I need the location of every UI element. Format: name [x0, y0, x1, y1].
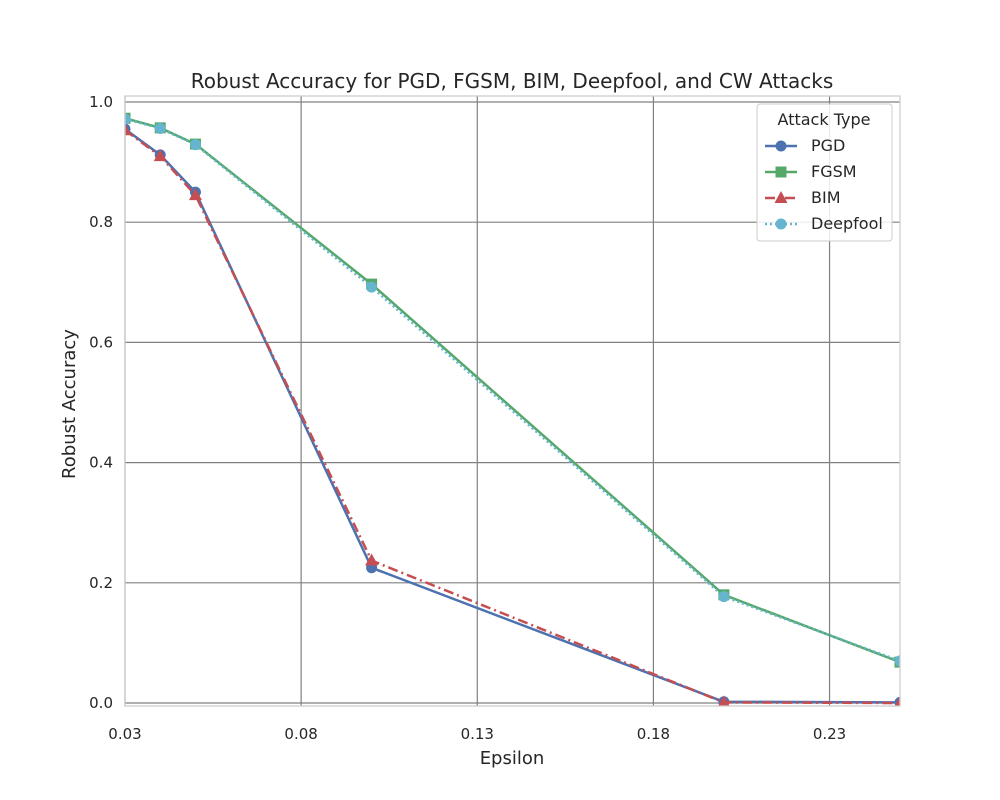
y-tick-label: 0.0	[89, 694, 113, 712]
data-point-bim	[894, 695, 900, 706]
x-tick-label: 0.08	[284, 725, 317, 743]
legend-label-bim: BIM	[811, 188, 841, 207]
series-line-deepfool	[125, 117, 900, 663]
legend-title: Attack Type	[778, 110, 871, 129]
x-tick-label: 0.13	[461, 725, 494, 743]
x-tick-label: 0.18	[637, 725, 670, 743]
legend-marker-deepfool	[775, 218, 787, 230]
series-layer	[125, 112, 900, 706]
data-point-deepfool	[125, 113, 131, 125]
series-deepfool	[125, 113, 900, 667]
legend-label-deepfool: Deepfool	[811, 214, 883, 233]
legend-entry-fgsm: FGSM	[765, 162, 857, 181]
data-point-deepfool	[366, 281, 378, 293]
legend-marker-fgsm	[775, 166, 787, 178]
data-point-bim	[153, 149, 167, 162]
data-point-bim	[125, 123, 132, 136]
legend-box	[756, 103, 893, 242]
chart-title: Robust Accuracy for PGD, FGSM, BIM, Deep…	[191, 69, 834, 93]
legend-label-pgd: PGD	[811, 136, 845, 155]
x-tick-label: 0.23	[813, 725, 846, 743]
legend-entry-bim: BIM	[765, 188, 841, 207]
legend: Attack Type PGD FGSM BIM Deepfool	[756, 103, 893, 242]
y-tick-label: 1.0	[89, 93, 113, 111]
data-point-deepfool	[189, 139, 201, 151]
y-tick-label: 0.4	[89, 454, 113, 472]
y-axis-label: Robust Accuracy	[59, 329, 80, 479]
data-point-bim	[188, 188, 202, 201]
y-tick-label: 0.6	[89, 333, 113, 351]
x-axis-label: Epsilon	[480, 748, 545, 769]
series-bim	[125, 123, 900, 706]
legend-entry-pgd: PGD	[765, 136, 845, 155]
data-point-bim	[718, 695, 730, 706]
data-point-deepfool	[894, 655, 900, 667]
legend-marker-bim	[774, 191, 788, 203]
legend-entry-deepfool: Deepfool	[765, 214, 883, 233]
tick-labels: 0.03 0.08 0.13 0.18 0.23 0.0 0.2 0.4 0.6 0.8 1.0	[89, 93, 846, 743]
data-point-bim	[365, 553, 379, 566]
legend-label-fgsm: FGSM	[811, 162, 857, 181]
legend-marker-pgd	[775, 140, 787, 152]
y-tick-label: 0.2	[89, 574, 113, 592]
legend-entries: PGD FGSM BIM Deepfool	[765, 136, 883, 233]
y-tick-label: 0.8	[89, 213, 113, 231]
data-point-deepfool	[154, 122, 166, 134]
plot-frame	[124, 95, 901, 707]
data-point-deepfool	[718, 591, 730, 603]
x-tick-label: 0.03	[108, 725, 141, 743]
